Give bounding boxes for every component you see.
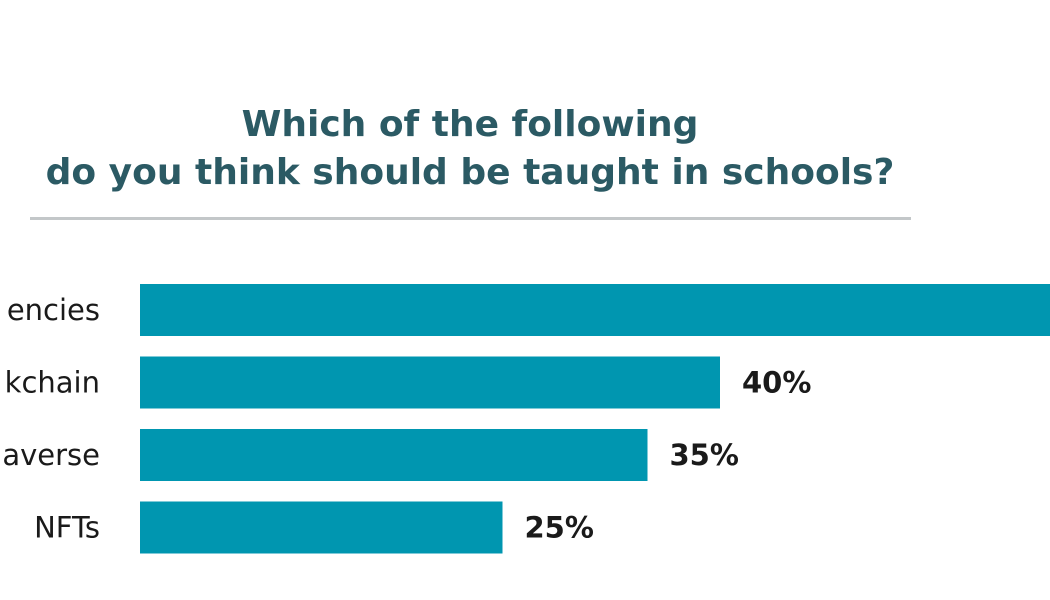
chart-title-line-1: Which of the following bbox=[241, 104, 699, 145]
title-divider bbox=[30, 217, 911, 220]
chart-title-line-2: do you think should be taught in schools… bbox=[45, 152, 895, 193]
value-label-averse: 35% bbox=[670, 438, 739, 472]
category-label-kchain: kchain bbox=[5, 366, 100, 400]
value-label-kchain: 40% bbox=[742, 366, 811, 400]
bar-kchain bbox=[140, 356, 720, 409]
bar-averse bbox=[140, 429, 648, 481]
value-label-nfts: 25% bbox=[525, 511, 594, 545]
category-label-nfts: NFTs bbox=[34, 511, 100, 545]
bar-nfts bbox=[140, 501, 503, 554]
category-label-averse: averse bbox=[2, 438, 100, 472]
bar-encies bbox=[140, 284, 1050, 336]
category-label-encies: encies bbox=[7, 293, 100, 327]
